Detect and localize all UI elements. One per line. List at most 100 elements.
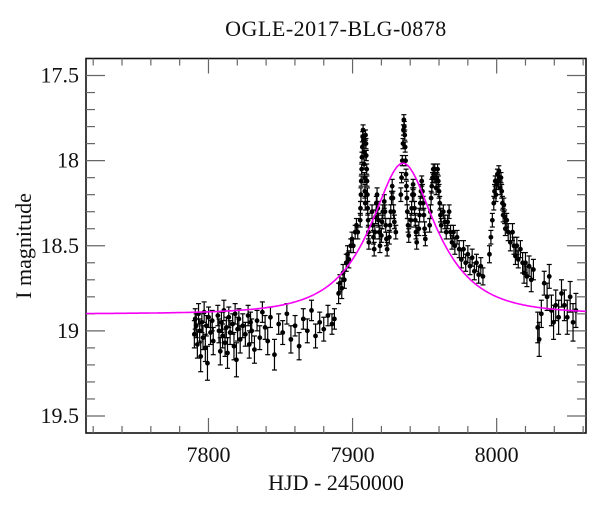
data-point xyxy=(325,304,331,327)
data-point xyxy=(364,163,370,175)
data-point xyxy=(233,342,239,378)
data-point xyxy=(498,171,504,184)
data-point xyxy=(561,289,567,322)
data-point xyxy=(372,224,378,240)
data-point xyxy=(406,228,412,243)
chart-title: OGLE-2017-BLG-0878 xyxy=(225,16,447,41)
data-point xyxy=(570,303,576,342)
y-tick-label: 17.5 xyxy=(41,63,80,88)
data-point xyxy=(366,234,372,250)
x-tick-label: 7900 xyxy=(331,442,375,467)
data-point xyxy=(421,207,427,223)
data-point xyxy=(478,257,484,276)
data-point xyxy=(321,316,327,342)
data-point xyxy=(445,214,451,230)
data-point xyxy=(404,204,410,220)
data-point xyxy=(422,221,428,237)
data-point xyxy=(413,224,419,240)
data-point xyxy=(227,320,233,346)
data-point xyxy=(280,320,286,346)
data-points xyxy=(191,114,579,381)
data-point xyxy=(393,224,399,240)
y-tick-label: 18 xyxy=(57,148,79,173)
data-point xyxy=(480,267,486,286)
data-point xyxy=(309,299,315,322)
x-tick-label: 7800 xyxy=(186,442,230,467)
data-point xyxy=(437,207,443,223)
data-point xyxy=(546,263,552,289)
data-point xyxy=(489,212,495,228)
data-point xyxy=(488,229,494,245)
y-tick-label: 18.5 xyxy=(41,233,80,258)
data-point xyxy=(427,217,433,233)
data-point xyxy=(249,318,255,344)
data-point xyxy=(404,190,410,206)
data-point xyxy=(374,187,380,203)
data-point xyxy=(296,331,302,361)
data-point xyxy=(271,338,277,371)
data-point xyxy=(402,129,408,141)
data-point xyxy=(232,303,238,325)
y-tick-label: 19.5 xyxy=(41,403,80,428)
data-point xyxy=(556,299,562,335)
data-point xyxy=(267,306,273,329)
model-curve xyxy=(86,162,587,315)
data-point xyxy=(440,204,446,220)
tick-labels: 7800 7900 8000 17.5 18 18.5 19 19.5 xyxy=(41,63,519,467)
data-point xyxy=(358,187,364,203)
data-point xyxy=(292,314,298,337)
data-point xyxy=(391,204,397,220)
plot-frame xyxy=(85,57,587,434)
data-point xyxy=(206,306,212,329)
data-point xyxy=(402,141,408,153)
data-point xyxy=(422,231,428,247)
data-point xyxy=(530,258,536,281)
data-point xyxy=(254,309,260,332)
data-point xyxy=(231,331,237,361)
data-point xyxy=(204,345,210,381)
data-point xyxy=(403,180,409,192)
data-point xyxy=(259,301,265,323)
x-tick-label: 8000 xyxy=(475,442,519,467)
data-point xyxy=(436,183,442,199)
y-axis-ticks xyxy=(86,74,586,417)
data-point xyxy=(357,200,363,216)
data-point xyxy=(559,279,565,308)
data-point xyxy=(198,340,204,373)
x-axis-label: HJD - 2450000 xyxy=(268,470,404,495)
data-point xyxy=(217,337,223,366)
data-point xyxy=(399,171,405,184)
data-point xyxy=(242,321,248,347)
data-point xyxy=(240,313,246,339)
data-point xyxy=(317,311,323,334)
data-point xyxy=(446,204,452,220)
data-point xyxy=(245,304,251,327)
data-point xyxy=(224,337,230,369)
data-point xyxy=(384,241,390,257)
data-point xyxy=(486,245,492,264)
data-point xyxy=(363,149,369,162)
data-point xyxy=(538,299,544,329)
data-point xyxy=(363,129,369,141)
data-point xyxy=(403,168,409,180)
data-point xyxy=(371,241,377,257)
data-point xyxy=(363,137,369,150)
data-point xyxy=(313,323,319,349)
data-point xyxy=(288,325,294,354)
x-axis-ticks xyxy=(92,58,584,433)
data-point xyxy=(390,190,396,206)
data-point xyxy=(381,194,387,209)
data-point xyxy=(210,326,216,356)
data-point xyxy=(476,265,482,284)
data-point xyxy=(564,299,570,335)
data-point xyxy=(276,313,282,335)
data-point xyxy=(329,313,335,335)
data-point xyxy=(435,175,441,187)
data-point xyxy=(262,314,268,340)
data-point xyxy=(504,212,510,228)
data-point xyxy=(379,214,385,230)
data-point xyxy=(398,187,404,203)
data-point xyxy=(257,325,263,351)
